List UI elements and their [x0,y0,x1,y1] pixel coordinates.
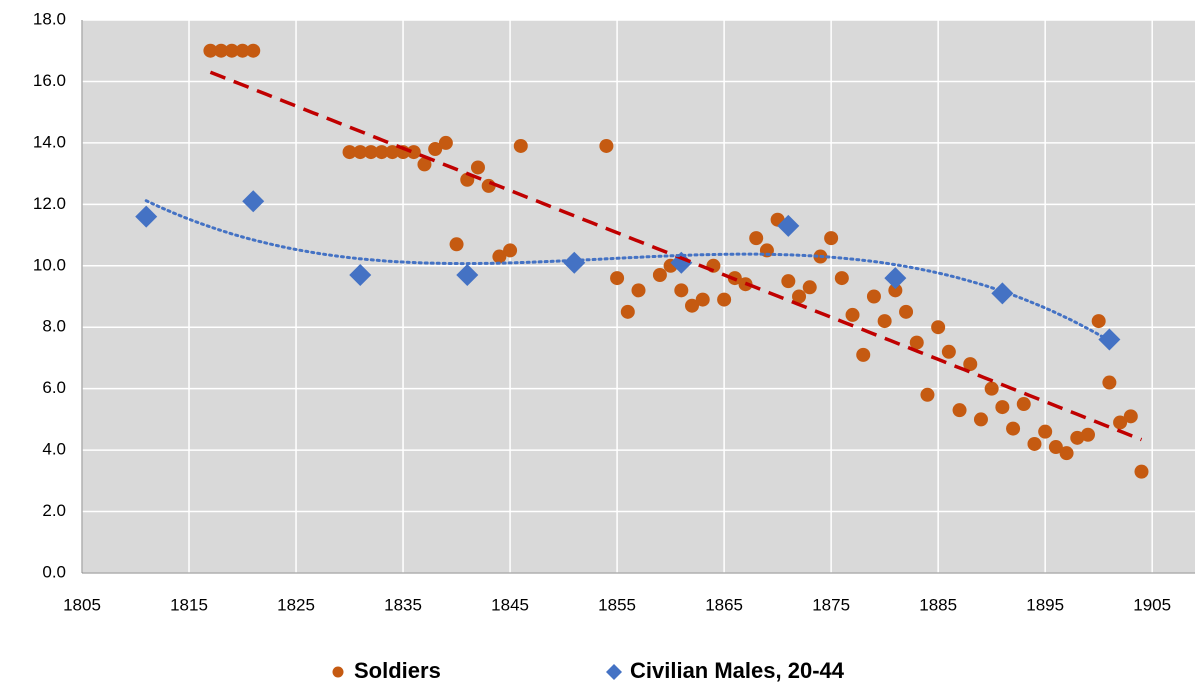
data-point [214,43,229,58]
y-tick-label: 10.0 [33,255,66,274]
data-point [456,263,479,286]
data-point [685,298,700,313]
legend-marker [606,664,622,680]
data-point [349,263,372,286]
x-tick-label: 1875 [812,595,850,614]
data-point [470,160,485,175]
data-point [242,190,265,213]
data-point [963,357,978,372]
legend-marker [332,666,344,678]
data-point [631,283,646,298]
data-point [385,145,400,160]
data-point [374,145,389,160]
data-point [599,138,614,153]
x-tick-label: 1805 [63,595,101,614]
data-point [406,145,421,160]
data-point [952,403,967,418]
data-point [353,145,368,160]
data-point [224,43,239,58]
data-point [1016,397,1031,412]
data-point [991,282,1014,305]
data-point [363,145,378,160]
y-tick-label: 12.0 [33,194,66,213]
x-tick-label: 1835 [384,595,422,614]
y-tick-label: 2.0 [42,501,66,520]
x-tick-label: 1845 [491,595,529,614]
y-tick-label: 16.0 [33,71,66,90]
x-tick-label: 1895 [1026,595,1064,614]
data-point [246,43,261,58]
data-point [563,251,586,274]
data-point [1134,464,1149,479]
data-point [1102,375,1117,390]
data-point [674,283,689,298]
data-point [941,344,956,359]
x-tick-label: 1815 [170,595,208,614]
trendline [144,199,1111,343]
x-tick-label: 1885 [919,595,957,614]
data-point [481,178,496,193]
data-point [973,412,988,427]
data-point [802,280,817,295]
data-point [1091,314,1106,329]
data-point [856,347,871,362]
data-point [899,304,914,319]
data-point [834,271,849,286]
data-point [1113,415,1128,430]
data-point [1038,424,1053,439]
data-point [920,387,935,402]
data-point [203,43,218,58]
data-point [610,271,625,286]
data-point [781,274,796,289]
y-tick-label: 6.0 [42,378,66,397]
data-point [884,267,907,290]
data-point [1080,427,1095,442]
x-tick-label: 1865 [705,595,743,614]
data-point [845,307,860,322]
y-tick-label: 0.0 [42,562,66,581]
x-tick-label: 1905 [1133,595,1171,614]
data-point [984,381,999,396]
data-point [135,205,158,228]
data-point [1027,436,1042,451]
data-point [342,145,357,160]
data-point [1048,440,1063,455]
y-tick-label: 18.0 [33,9,66,28]
data-point [449,237,464,252]
data-point [652,267,667,282]
data-point [1059,446,1074,461]
data-point [620,304,635,319]
data-point [235,43,250,58]
data-point [749,231,764,246]
y-tick-label: 8.0 [42,317,66,336]
data-point [428,142,443,157]
data-point [1006,421,1021,436]
data-point [695,292,710,307]
data-point [503,243,518,258]
data-point [877,314,892,329]
x-tick-label: 1855 [598,595,636,614]
data-point [1123,409,1138,424]
data-point [777,214,800,237]
y-tick-label: 14.0 [33,132,66,151]
data-point [995,400,1010,415]
data-point [866,289,881,304]
legend-label: Civilian Males, 20-44 [630,658,845,683]
data-point [1070,430,1085,445]
data-point [824,231,839,246]
legend-label: Soldiers [354,658,441,683]
data-point [888,283,903,298]
data-point [438,135,453,150]
x-tick-label: 1825 [277,595,315,614]
data-point [909,335,924,350]
data-point [492,249,507,264]
data-point [417,157,432,172]
data-point [792,289,807,304]
data-point [717,292,732,307]
data-point [931,320,946,335]
y-tick-label: 4.0 [42,440,66,459]
data-point [513,138,528,153]
